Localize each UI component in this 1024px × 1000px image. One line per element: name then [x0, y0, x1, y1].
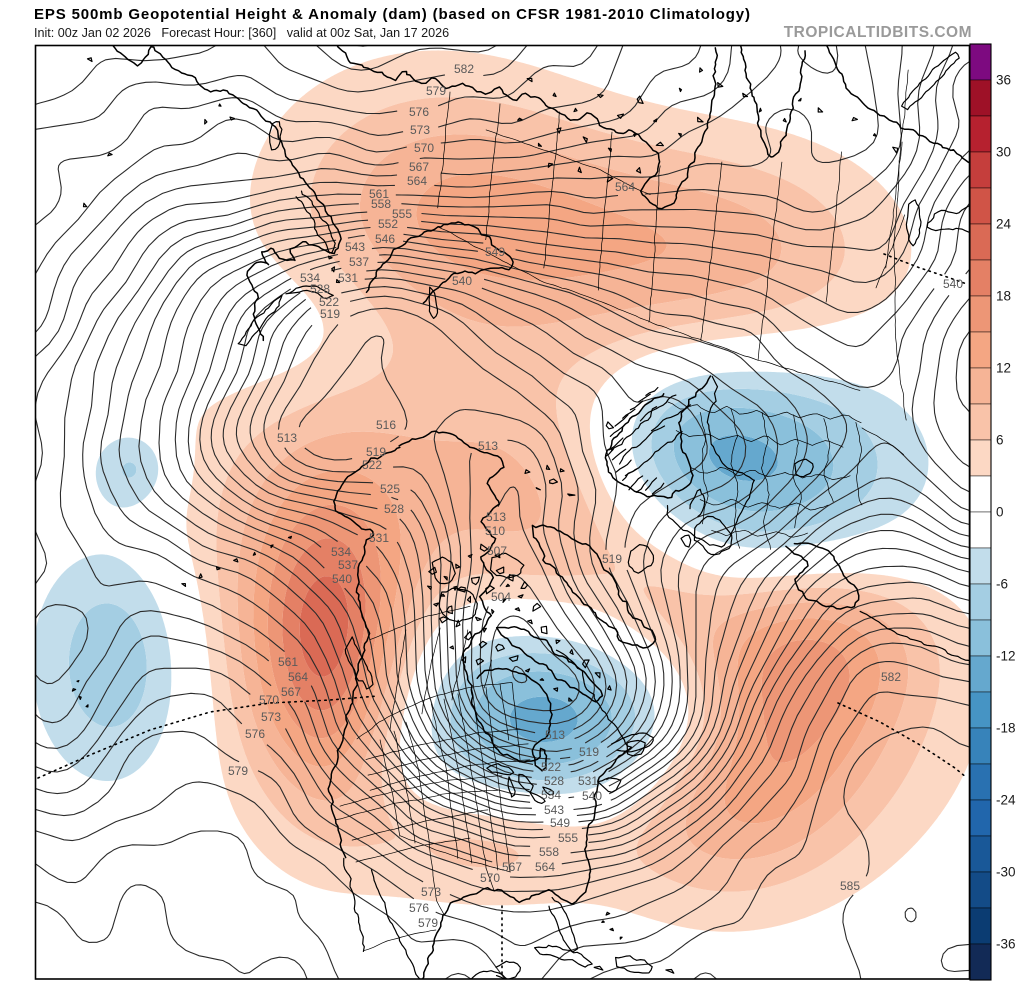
svg-text:528: 528 — [384, 502, 404, 516]
svg-text:507: 507 — [487, 544, 507, 558]
svg-text:-24: -24 — [996, 793, 1016, 808]
svg-text:585: 585 — [840, 879, 860, 893]
svg-text:519: 519 — [602, 552, 622, 566]
svg-text:513: 513 — [486, 510, 506, 524]
svg-text:24: 24 — [996, 217, 1012, 232]
svg-text:558: 558 — [539, 845, 559, 859]
svg-text:570: 570 — [259, 693, 279, 707]
svg-text:513: 513 — [478, 439, 498, 453]
svg-text:534: 534 — [331, 545, 351, 559]
svg-text:558: 558 — [371, 197, 391, 211]
svg-text:18: 18 — [996, 289, 1011, 304]
svg-text:555: 555 — [558, 831, 578, 845]
svg-text:546: 546 — [375, 232, 395, 246]
svg-text:36: 36 — [996, 73, 1011, 88]
svg-text:549: 549 — [485, 245, 505, 259]
svg-text:567: 567 — [502, 860, 522, 874]
svg-text:564: 564 — [407, 174, 427, 188]
svg-text:564: 564 — [615, 180, 635, 194]
svg-text:582: 582 — [454, 62, 474, 76]
svg-text:582: 582 — [881, 670, 901, 684]
svg-text:525: 525 — [380, 482, 400, 496]
svg-text:522: 522 — [319, 295, 339, 309]
svg-text:561: 561 — [278, 655, 298, 669]
svg-text:522: 522 — [541, 760, 561, 774]
svg-text:12: 12 — [996, 361, 1011, 376]
svg-text:573: 573 — [261, 710, 281, 724]
svg-text:531: 531 — [578, 774, 598, 788]
svg-text:540: 540 — [943, 277, 963, 291]
svg-text:573: 573 — [421, 885, 441, 899]
svg-text:513: 513 — [545, 728, 565, 742]
svg-text:534: 534 — [300, 271, 320, 285]
svg-text:540: 540 — [452, 274, 472, 288]
svg-text:531: 531 — [338, 271, 358, 285]
svg-text:-6: -6 — [996, 577, 1008, 592]
svg-text:576: 576 — [245, 727, 265, 741]
svg-text:579: 579 — [426, 84, 446, 98]
svg-text:510: 510 — [485, 524, 505, 538]
svg-text:567: 567 — [281, 685, 301, 699]
svg-text:543: 543 — [544, 803, 564, 817]
svg-text:519: 519 — [366, 445, 386, 459]
svg-text:534: 534 — [541, 788, 561, 802]
svg-text:537: 537 — [349, 255, 369, 269]
svg-text:573: 573 — [410, 123, 430, 137]
svg-text:543: 543 — [345, 240, 365, 254]
svg-text:528: 528 — [544, 774, 564, 788]
svg-text:-12: -12 — [996, 649, 1016, 664]
svg-text:-30: -30 — [996, 865, 1016, 880]
svg-text:564: 564 — [535, 860, 555, 874]
svg-text:0: 0 — [996, 505, 1004, 520]
svg-text:561: 561 — [369, 187, 389, 201]
svg-text:576: 576 — [409, 105, 429, 119]
svg-text:540: 540 — [582, 789, 602, 803]
svg-text:6: 6 — [996, 433, 1004, 448]
svg-text:570: 570 — [480, 871, 500, 885]
svg-text:528: 528 — [310, 282, 330, 296]
svg-text:516: 516 — [376, 418, 396, 432]
svg-text:-18: -18 — [996, 721, 1016, 736]
svg-text:549: 549 — [550, 816, 570, 830]
svg-text:564: 564 — [288, 670, 308, 684]
svg-text:570: 570 — [414, 141, 434, 155]
svg-text:576: 576 — [409, 901, 429, 915]
svg-text:552: 552 — [378, 217, 398, 231]
svg-text:-36: -36 — [996, 937, 1016, 952]
svg-text:519: 519 — [320, 307, 340, 321]
svg-text:504: 504 — [491, 590, 511, 604]
svg-text:555: 555 — [392, 207, 412, 221]
svg-text:567: 567 — [409, 160, 429, 174]
svg-text:513: 513 — [277, 431, 297, 445]
svg-text:579: 579 — [228, 764, 248, 778]
svg-text:579: 579 — [418, 916, 438, 930]
svg-text:522: 522 — [362, 458, 382, 472]
svg-text:540: 540 — [332, 572, 352, 586]
svg-text:531: 531 — [369, 531, 389, 545]
svg-text:519: 519 — [579, 745, 599, 759]
svg-text:537: 537 — [338, 558, 358, 572]
svg-text:30: 30 — [996, 145, 1011, 160]
